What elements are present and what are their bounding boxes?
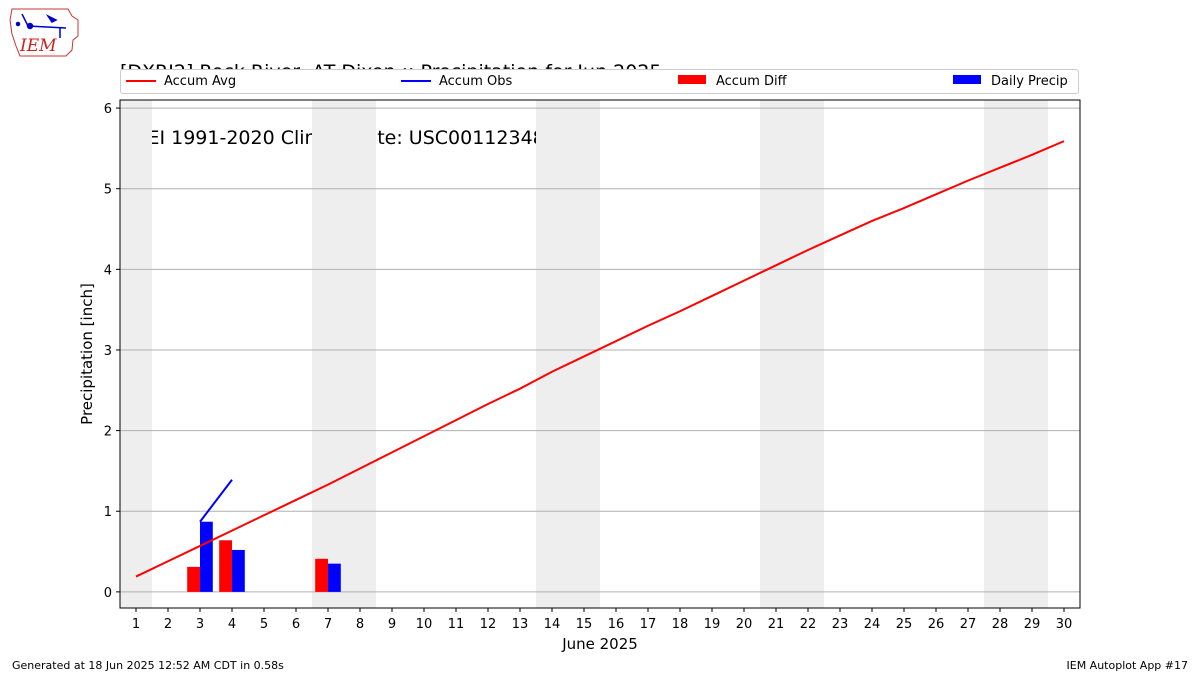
weekend-bands: [120, 100, 1048, 608]
x-tick-label-15: 15: [576, 617, 593, 632]
bar-accum-diff-day-4: [219, 540, 232, 592]
x-tick-label-1: 1: [132, 617, 140, 632]
x-tick-label-22: 22: [800, 617, 817, 632]
y-tick-label-3: 3: [104, 344, 112, 359]
x-tick-label-29: 29: [1024, 617, 1041, 632]
x-tick-label-14: 14: [544, 617, 561, 632]
x-tick-label-6: 6: [292, 617, 300, 632]
weekend-band-0: [120, 100, 152, 608]
x-axis: 1234567891011121314151617181920212223242…: [132, 608, 1072, 632]
x-tick-label-9: 9: [388, 617, 396, 632]
x-tick-label-19: 19: [704, 617, 721, 632]
y-tick-label-2: 2: [104, 425, 112, 440]
footer-app: IEM Autoplot App #17: [1067, 659, 1189, 672]
y-axis-label: Precipitation [inch]: [78, 283, 96, 425]
x-tick-label-16: 16: [608, 617, 625, 632]
y-tick-label-4: 4: [104, 263, 112, 278]
x-tick-label-10: 10: [416, 617, 433, 632]
x-axis-label: June 2025: [561, 635, 638, 653]
y-tick-label-1: 1: [104, 505, 112, 520]
x-tick-label-30: 30: [1056, 617, 1073, 632]
bar-accum-diff-day-3: [187, 567, 200, 592]
y-tick-label-5: 5: [104, 183, 112, 198]
x-tick-label-11: 11: [448, 617, 465, 632]
bar-daily-precip-day-4: [232, 550, 245, 592]
weekend-band-3: [760, 100, 824, 608]
x-tick-label-8: 8: [356, 617, 364, 632]
x-tick-label-20: 20: [736, 617, 753, 632]
x-tick-label-2: 2: [164, 617, 172, 632]
y-tick-label-6: 6: [104, 102, 112, 117]
x-tick-label-26: 26: [928, 617, 945, 632]
y-axis: 0 1 2 3 4 5 6: [104, 102, 120, 601]
bar-accum-diff-day-7: [315, 559, 328, 592]
weekend-band-1: [312, 100, 376, 608]
x-tick-label-3: 3: [196, 617, 204, 632]
x-tick-label-21: 21: [768, 617, 785, 632]
x-tick-label-7: 7: [324, 617, 332, 632]
bar-daily-precip-day-7: [328, 564, 341, 592]
x-tick-label-18: 18: [672, 617, 689, 632]
precip-chart: 1234567891011121314151617181920212223242…: [0, 0, 1200, 675]
x-tick-label-5: 5: [260, 617, 268, 632]
footer-generated: Generated at 18 Jun 2025 12:52 AM CDT in…: [12, 659, 284, 672]
x-tick-label-25: 25: [896, 617, 913, 632]
x-tick-label-17: 17: [640, 617, 657, 632]
x-tick-label-27: 27: [960, 617, 977, 632]
x-tick-label-12: 12: [480, 617, 497, 632]
x-tick-label-4: 4: [228, 617, 236, 632]
x-tick-label-13: 13: [512, 617, 529, 632]
x-tick-label-24: 24: [864, 617, 881, 632]
bar-daily-precip-day-3: [200, 522, 213, 592]
y-tick-label-0: 0: [104, 586, 112, 601]
line-accum-obs: [200, 480, 232, 522]
weekend-band-4: [984, 100, 1048, 608]
x-tick-label-28: 28: [992, 617, 1009, 632]
x-tick-label-23: 23: [832, 617, 849, 632]
